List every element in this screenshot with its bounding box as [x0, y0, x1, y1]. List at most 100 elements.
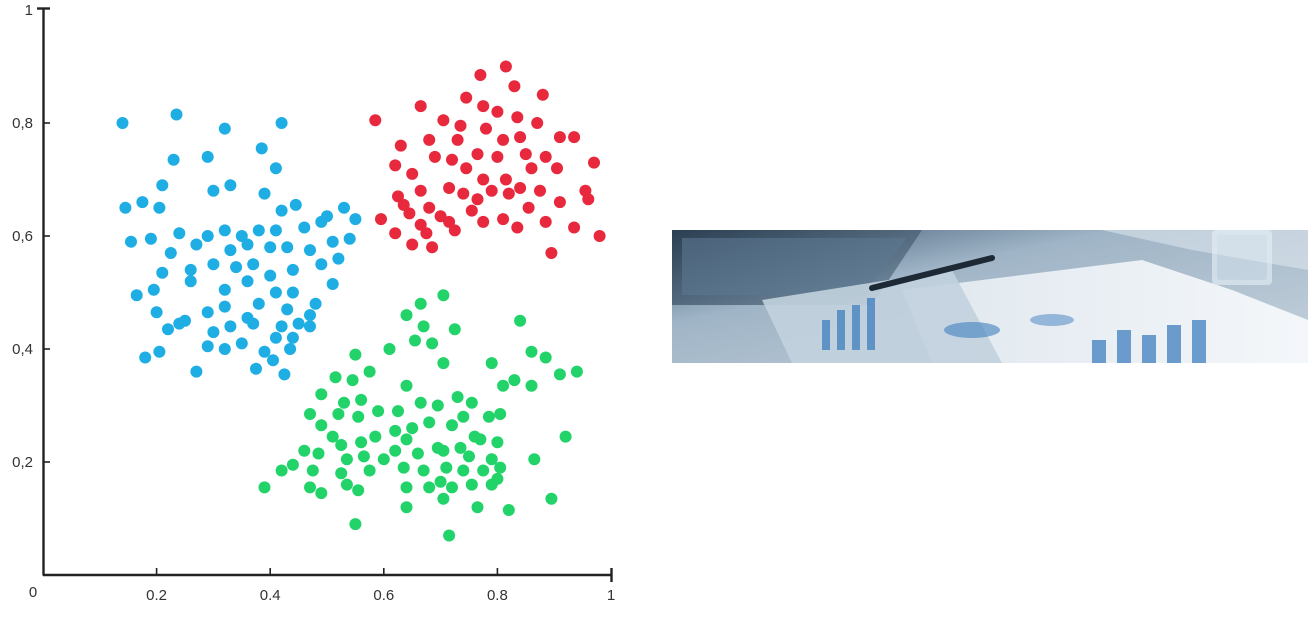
data-point	[545, 492, 558, 505]
data-point	[275, 464, 288, 477]
data-point	[284, 343, 297, 355]
data-point	[508, 80, 521, 93]
data-point	[162, 323, 174, 336]
data-point	[474, 433, 487, 446]
data-point	[315, 487, 328, 500]
data-point	[400, 379, 413, 392]
data-point	[426, 337, 439, 350]
data-point	[434, 475, 447, 488]
data-point	[258, 187, 271, 200]
data-point	[491, 105, 504, 118]
data-point	[258, 481, 271, 494]
data-point	[437, 492, 450, 505]
data-point	[403, 207, 416, 220]
data-point	[167, 153, 180, 166]
data-point	[335, 439, 348, 451]
data-point	[511, 221, 524, 234]
data-point	[144, 232, 157, 245]
data-point	[275, 204, 288, 217]
data-point	[431, 399, 444, 412]
data-point	[454, 441, 467, 454]
data-point	[400, 433, 413, 446]
data-point	[179, 314, 191, 327]
data-point	[315, 388, 328, 401]
data-point	[400, 309, 413, 322]
data-point	[446, 419, 458, 432]
data-point	[437, 114, 450, 127]
data-point	[451, 391, 464, 403]
data-point	[394, 139, 407, 152]
data-point	[247, 317, 260, 330]
data-point	[417, 464, 430, 477]
data-point	[326, 430, 339, 443]
y-tick-label: 1	[25, 2, 33, 19]
x-tick-label: 0.2	[146, 587, 167, 604]
data-point	[218, 343, 231, 355]
data-point	[349, 518, 362, 531]
data-point	[264, 269, 277, 282]
data-point	[286, 458, 299, 471]
data-point	[201, 340, 214, 353]
data-point	[400, 481, 413, 494]
business-analytics-photo	[672, 230, 1308, 363]
data-point	[494, 408, 507, 420]
data-point	[553, 131, 566, 144]
data-point	[443, 182, 456, 194]
data-point	[269, 224, 282, 237]
data-point	[218, 122, 231, 135]
data-point	[241, 275, 254, 288]
data-point	[446, 481, 458, 494]
data-point	[286, 286, 299, 299]
data-point	[312, 447, 325, 460]
data-point	[426, 241, 439, 254]
series-0	[116, 108, 362, 381]
data-point	[389, 159, 402, 172]
data-point	[480, 122, 492, 135]
data-point	[201, 306, 214, 319]
data-point	[437, 289, 450, 302]
data-point	[349, 348, 362, 361]
data-point	[491, 436, 504, 449]
data-point	[477, 464, 490, 477]
data-point	[315, 215, 328, 228]
data-point	[417, 320, 430, 333]
data-point	[448, 224, 461, 237]
data-point	[173, 227, 186, 240]
data-point	[491, 472, 504, 485]
data-point	[340, 478, 353, 491]
data-point	[551, 162, 563, 175]
data-point	[423, 481, 436, 494]
data-point	[184, 275, 197, 288]
data-point	[201, 150, 214, 163]
data-point	[298, 444, 311, 457]
data-point	[553, 196, 566, 209]
data-point	[457, 187, 470, 200]
data-point	[420, 227, 433, 240]
photo-illustration	[672, 230, 1308, 363]
data-point	[485, 357, 498, 370]
data-point	[218, 300, 231, 313]
data-point	[147, 283, 160, 296]
data-point	[346, 374, 359, 387]
data-point	[392, 190, 404, 203]
data-point	[482, 410, 495, 423]
data-point	[539, 351, 552, 364]
data-point	[156, 266, 169, 279]
x-tick-label: 0.4	[260, 587, 281, 604]
data-point	[502, 504, 515, 516]
data-point	[414, 396, 427, 409]
data-point	[499, 60, 512, 73]
data-point	[568, 221, 581, 234]
data-point	[164, 247, 177, 259]
data-point	[269, 286, 282, 299]
data-point	[531, 117, 544, 129]
axes	[37, 7, 613, 582]
data-point	[448, 323, 461, 336]
data-point	[460, 162, 473, 175]
data-point	[250, 362, 262, 375]
data-point	[153, 345, 166, 358]
data-point	[289, 198, 302, 211]
data-point	[241, 238, 254, 251]
y-tick-label: 0,6	[12, 228, 33, 245]
data-point	[428, 150, 441, 163]
